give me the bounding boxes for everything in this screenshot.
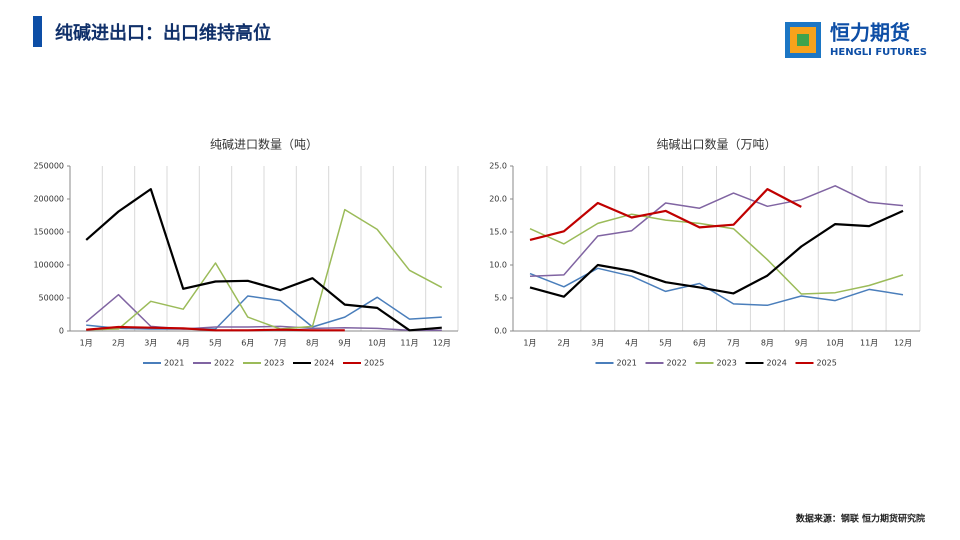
logo: 恒力期货 HENGLI FUTURES (785, 21, 927, 58)
y-tick-label: 0 (59, 327, 64, 336)
x-tick-label: 5月 (659, 339, 672, 348)
series-line (529, 185, 904, 277)
x-tick-label: 2月 (112, 339, 125, 348)
y-tick-label: 15.0 (489, 228, 507, 237)
x-tick-label: 3月 (144, 339, 157, 348)
series-line (86, 295, 442, 330)
legend-label: 2024 (314, 359, 334, 368)
x-tick-label: 11月 (860, 339, 878, 348)
series-line (85, 188, 442, 332)
chart-title: 纯碱出口数量（万吨） (656, 137, 776, 152)
x-tick-label: 12月 (433, 339, 451, 348)
legend-label: 2024 (767, 359, 787, 368)
y-tick-label: 0.0 (494, 327, 507, 336)
logo-subtitle: HENGLI FUTURES (830, 47, 927, 58)
x-tick-label: 9月 (795, 339, 808, 348)
x-tick-label: 1月 (80, 339, 93, 348)
x-tick-label: 8月 (761, 339, 774, 348)
y-tick-label: 50000 (39, 294, 64, 303)
header-title: 纯碱进出口：出口维持高位 (55, 22, 271, 44)
legend-label: 2021 (617, 359, 637, 368)
series-line (85, 293, 442, 332)
x-tick-label: 12月 (894, 339, 912, 348)
series-line (529, 209, 904, 298)
x-tick-label: 5月 (209, 339, 222, 348)
y-tick-label: 200000 (33, 195, 64, 204)
x-tick-label: 11月 (400, 339, 418, 348)
y-tick-label: 250000 (33, 162, 64, 171)
legend-label: 2022 (667, 359, 687, 368)
y-tick-label: 100000 (33, 261, 64, 270)
x-tick-label: 2月 (557, 339, 570, 348)
legend-label: 2022 (214, 359, 234, 368)
source: 数据来源：钢联 恒力期货研究院 (796, 513, 925, 525)
legend-label: 2023 (717, 359, 737, 368)
logo-name: 恒力期货 (830, 21, 910, 45)
x-tick-label: 9月 (338, 339, 351, 348)
x-tick-label: 10月 (826, 339, 844, 348)
x-tick-label: 6月 (241, 339, 254, 348)
legend-label: 2025 (817, 359, 837, 368)
series-line (529, 188, 802, 241)
x-tick-label: 3月 (591, 339, 604, 348)
x-tick-label: 8月 (306, 339, 319, 348)
x-tick-label: 7月 (727, 339, 740, 348)
y-tick-label: 150000 (33, 228, 64, 237)
x-tick-label: 6月 (693, 339, 706, 348)
header-bar (33, 16, 42, 47)
x-tick-label: 4月 (177, 339, 190, 348)
legend-label: 2025 (364, 359, 384, 368)
x-tick-label: 4月 (625, 339, 638, 348)
legend-label: 2021 (164, 359, 184, 368)
y-tick-label: 25.0 (489, 162, 507, 171)
series-line (86, 325, 345, 332)
x-tick-label: 10月 (368, 339, 386, 348)
legend-label: 2023 (264, 359, 284, 368)
chart-title: 纯碱进口数量（吨） (210, 137, 318, 152)
x-tick-label: 1月 (523, 339, 536, 348)
y-tick-label: 10.0 (489, 261, 507, 270)
y-tick-label: 5.0 (494, 294, 507, 303)
logo-core (797, 34, 809, 46)
y-tick-label: 20.0 (489, 195, 507, 204)
series-line (86, 208, 443, 331)
x-tick-label: 7月 (274, 339, 287, 348)
